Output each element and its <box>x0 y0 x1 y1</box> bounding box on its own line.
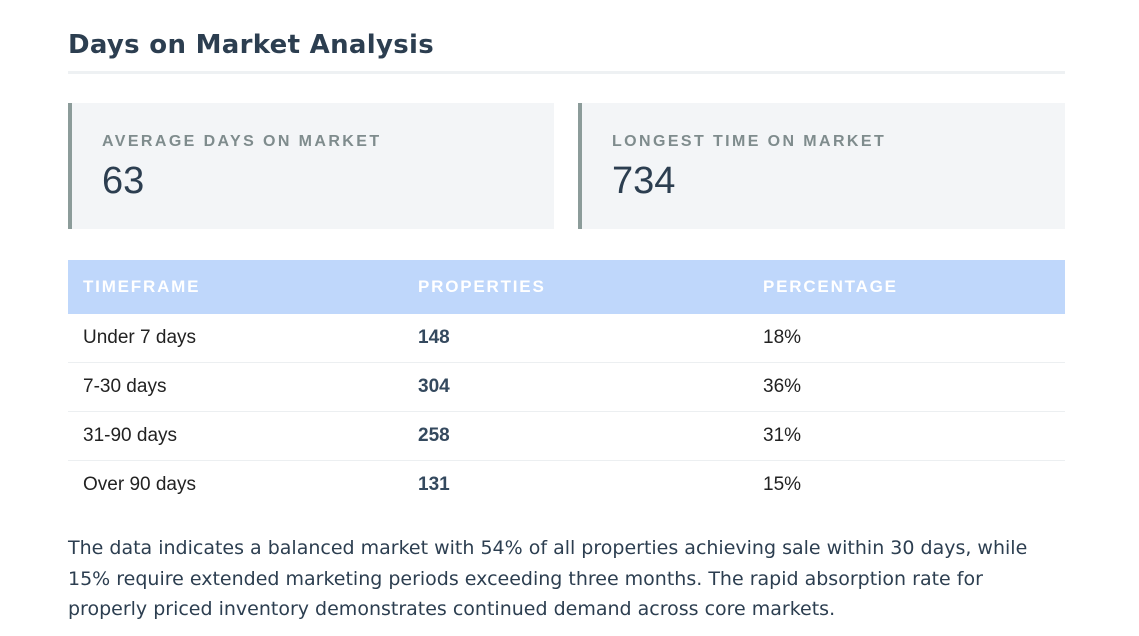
timeframe-cell: 7-30 days <box>68 362 403 412</box>
days-on-market-table: TIMEFRAME PROPERTIES PERCENTAGE Under 7 … <box>68 260 1065 509</box>
properties-cell: 258 <box>403 411 748 461</box>
column-header-percentage: PERCENTAGE <box>748 260 1065 314</box>
properties-cell: 304 <box>403 362 748 412</box>
stats-row: AVERAGE DAYS ON MARKET 63 LONGEST TIME O… <box>68 103 1065 229</box>
table-row: Over 90 days 131 15% <box>68 461 1065 510</box>
timeframe-cell: Over 90 days <box>83 474 196 495</box>
stat-value: 63 <box>102 160 145 202</box>
percentage-cell: 15% <box>763 474 802 495</box>
table-header-row: TIMEFRAME PROPERTIES PERCENTAGE <box>68 260 1065 314</box>
percentage-cell: 18% <box>748 314 1065 363</box>
properties-cell: 148 <box>403 314 748 363</box>
summary-paragraph: The data indicates a balanced market wit… <box>68 537 1028 620</box>
percentage-cell: 36% <box>748 362 1065 412</box>
table-row: Under 7 days 148 18% <box>68 314 1065 363</box>
market-analysis-section: Days on Market Analysis AVERAGE DAYS ON … <box>68 0 1065 620</box>
column-header-timeframe: TIMEFRAME <box>68 260 403 314</box>
stat-label: LONGEST TIME ON MARKET <box>612 133 887 150</box>
percentage-cell: 31% <box>748 411 1065 461</box>
timeframe-cell: Under 7 days <box>68 314 403 363</box>
stat-value: 734 <box>612 160 676 202</box>
properties-cell: 131 <box>418 474 450 495</box>
stat-card-longest-time: LONGEST TIME ON MARKET 734 <box>578 103 1065 229</box>
stat-card-average-days: AVERAGE DAYS ON MARKET 63 <box>68 103 554 229</box>
table-row: 31-90 days 258 31% <box>68 411 1065 461</box>
table-row: 7-30 days 304 36% <box>68 362 1065 412</box>
stat-label: AVERAGE DAYS ON MARKET <box>102 133 382 150</box>
column-header-properties: PROPERTIES <box>403 260 748 314</box>
title-divider <box>68 71 1065 74</box>
page-title: Days on Market Analysis <box>68 30 434 60</box>
timeframe-cell: 31-90 days <box>68 411 403 461</box>
